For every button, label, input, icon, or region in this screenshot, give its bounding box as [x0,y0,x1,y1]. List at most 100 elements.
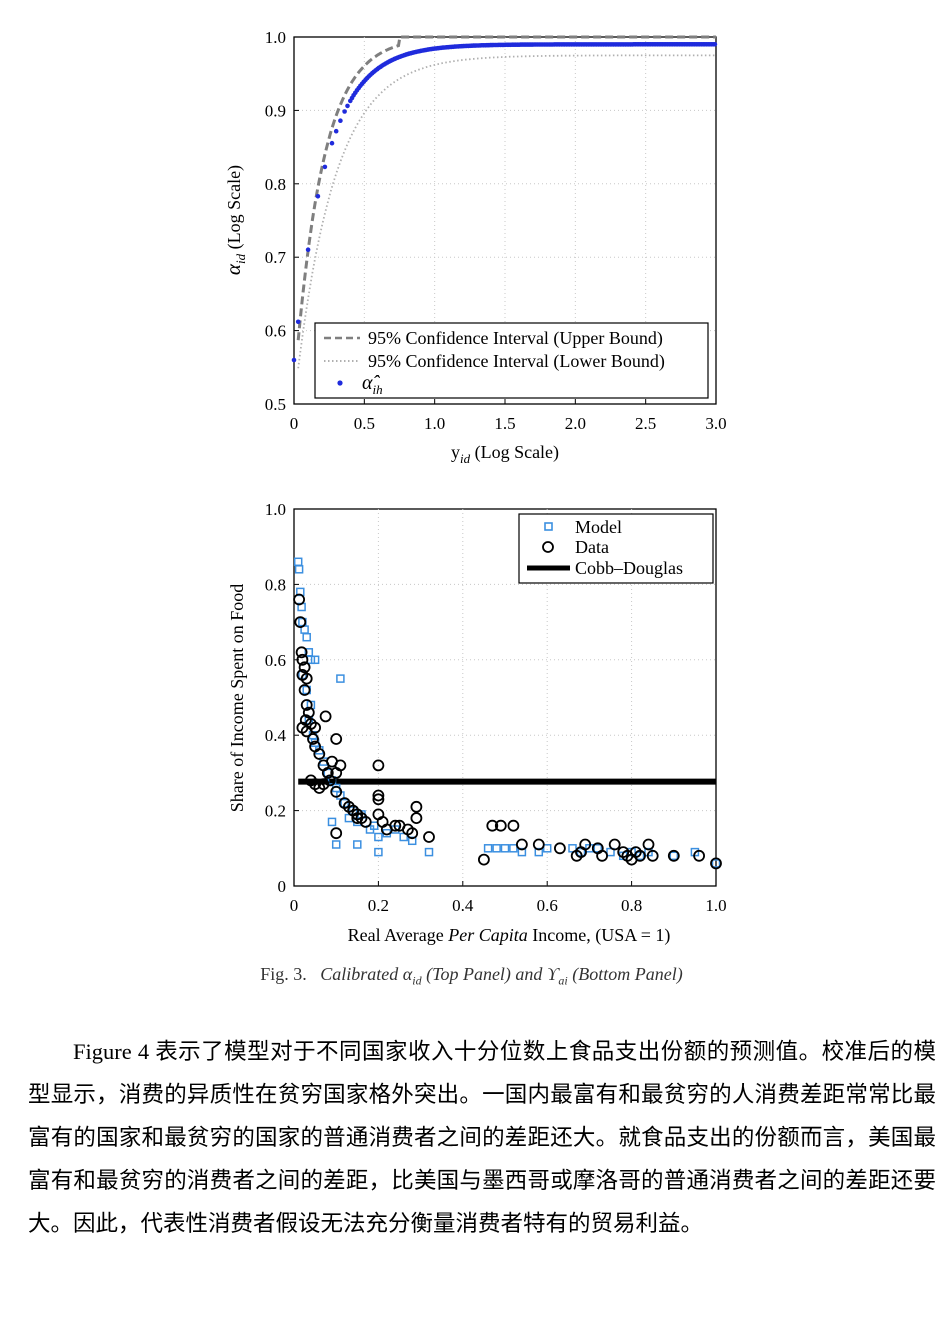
alpha-hat-point [322,164,328,170]
bottom-xtick-label: 0.4 [452,896,474,915]
body-paragraph: Figure 4 表示了模型对于不同国家收入十分位数上食品支出份额的预测值。校准… [28,1039,936,1236]
data-point [693,849,705,862]
alpha-hat-point [345,103,350,109]
data-point [372,789,385,802]
bottom-ytick-label: 0.8 [265,575,286,594]
data-point [642,838,655,851]
model-point [542,844,552,853]
bottom-xtick-label: 0.2 [368,896,389,915]
data-point [507,819,520,832]
model-point [509,844,518,853]
model-point [374,832,383,842]
top-y-axis-label: αid (Log Scale) [221,165,248,275]
data-point [646,849,659,862]
bottom-ytick-label: 1.0 [265,500,286,519]
model-point [407,836,417,846]
model-point [302,632,311,642]
data-point [330,785,343,798]
bottom-gridlines [293,508,717,887]
legend-cobb-douglas-label: Cobb–Douglas [575,558,683,578]
data-point [313,748,326,760]
top-xtick-label: 2.5 [635,414,656,433]
data-point [372,793,385,806]
legend-data-label: Data [575,537,609,557]
data-point [295,646,308,659]
model-point [327,817,337,827]
data-point [296,653,309,666]
bottom-xtick-label: 0.8 [621,896,642,915]
data-point [410,812,423,824]
model-point [374,847,383,857]
model-point [369,821,379,830]
data-point [477,853,490,866]
top-xtick-label: 0 [290,414,299,433]
data-point [302,706,315,719]
caption-prefix: Fig. 3. [260,964,307,984]
bottom-xtick-label: 0.6 [537,896,558,915]
top-xtick-label: 1.5 [494,414,515,433]
top-xtick-label: 3.0 [705,414,726,433]
top-panel-alpha-chart: 0 0.5 1.0 1.5 2.0 2.5 3.00.50.60.70.80.91.0 yi… [221,28,727,466]
top-ytick-label: 0.7 [265,248,287,267]
data-point [321,767,334,779]
model-point [336,674,345,683]
data-point [319,710,332,723]
bottom-tick-labels: 0 0.2 0.4 0.6 0.8 1.0 0 0.2 0.4 0.6 0.8 1.0 [265,500,727,915]
figure-caption: Fig. 3. Calibrated αid (Top Panel) and ϒ… [0,964,943,989]
data-point [532,838,545,851]
alpha-hat-point [338,118,343,123]
data-point [596,849,608,862]
top-ytick-label: 0.6 [265,322,286,341]
top-xtick-label: 0.5 [354,414,375,433]
top-ytick-label: 0.8 [265,175,286,194]
model-point [310,655,320,665]
data-point [298,661,311,674]
bottom-ytick-label: 0.2 [265,802,286,821]
legend-lower-bound-label: 95% Confidence Interval (Lower Bound) [368,351,665,372]
model-point [294,565,304,574]
data-point [323,774,336,787]
bottom-panel-food-share-chart: 0 0.2 0.4 0.6 0.8 1.0 0 0.2 0.4 0.6 0.8 1.0 Real Av… [227,500,727,946]
bottom-ytick-label: 0.6 [265,651,286,670]
data-point [309,721,322,734]
legend-data-swatch [542,541,554,553]
data-point [351,812,364,824]
model-point [293,557,303,567]
top-ytick-label: 0.5 [265,395,286,414]
bottom-ytick-label: 0 [278,877,287,896]
model-point [669,851,679,861]
data-point [330,827,343,840]
data-point [634,849,646,862]
data-point [406,827,419,840]
data-point [608,838,621,851]
bottom-xtick-label: 0 [290,896,299,915]
bottom-series [293,557,722,870]
top-series [291,35,718,369]
data-point [330,733,343,745]
data-point [372,759,385,772]
alpha-hat-point [315,194,321,199]
model-point [331,840,341,849]
bottom-x-axis-label: Real Average Per Capita Income, (USA = 1… [348,925,671,946]
data-point [307,733,319,745]
alpha-hat-point [305,247,311,252]
model-point [517,847,527,857]
model-point [500,844,510,853]
legend-model-swatch [544,522,553,531]
alpha-hat-point [333,128,339,134]
bottom-legend: Model Data Cobb–Douglas [518,513,714,584]
data-point [410,800,423,813]
alpha-hat-point [342,109,347,114]
top-legend: 95% Confidence Interval (Upper Bound) 95… [314,322,709,399]
alpha-hat-point [291,357,297,363]
data-point [494,819,507,832]
top-legend-box [314,322,709,399]
data-point [298,684,311,696]
top-gridlines [293,36,717,405]
data-point [667,849,680,862]
data-point [293,593,306,606]
top-ytick-label: 1.0 [265,28,286,47]
legend-alpha-hat-swatch [337,380,343,386]
data-point [317,778,330,791]
caption-calibrated: Calibrated [320,964,399,984]
